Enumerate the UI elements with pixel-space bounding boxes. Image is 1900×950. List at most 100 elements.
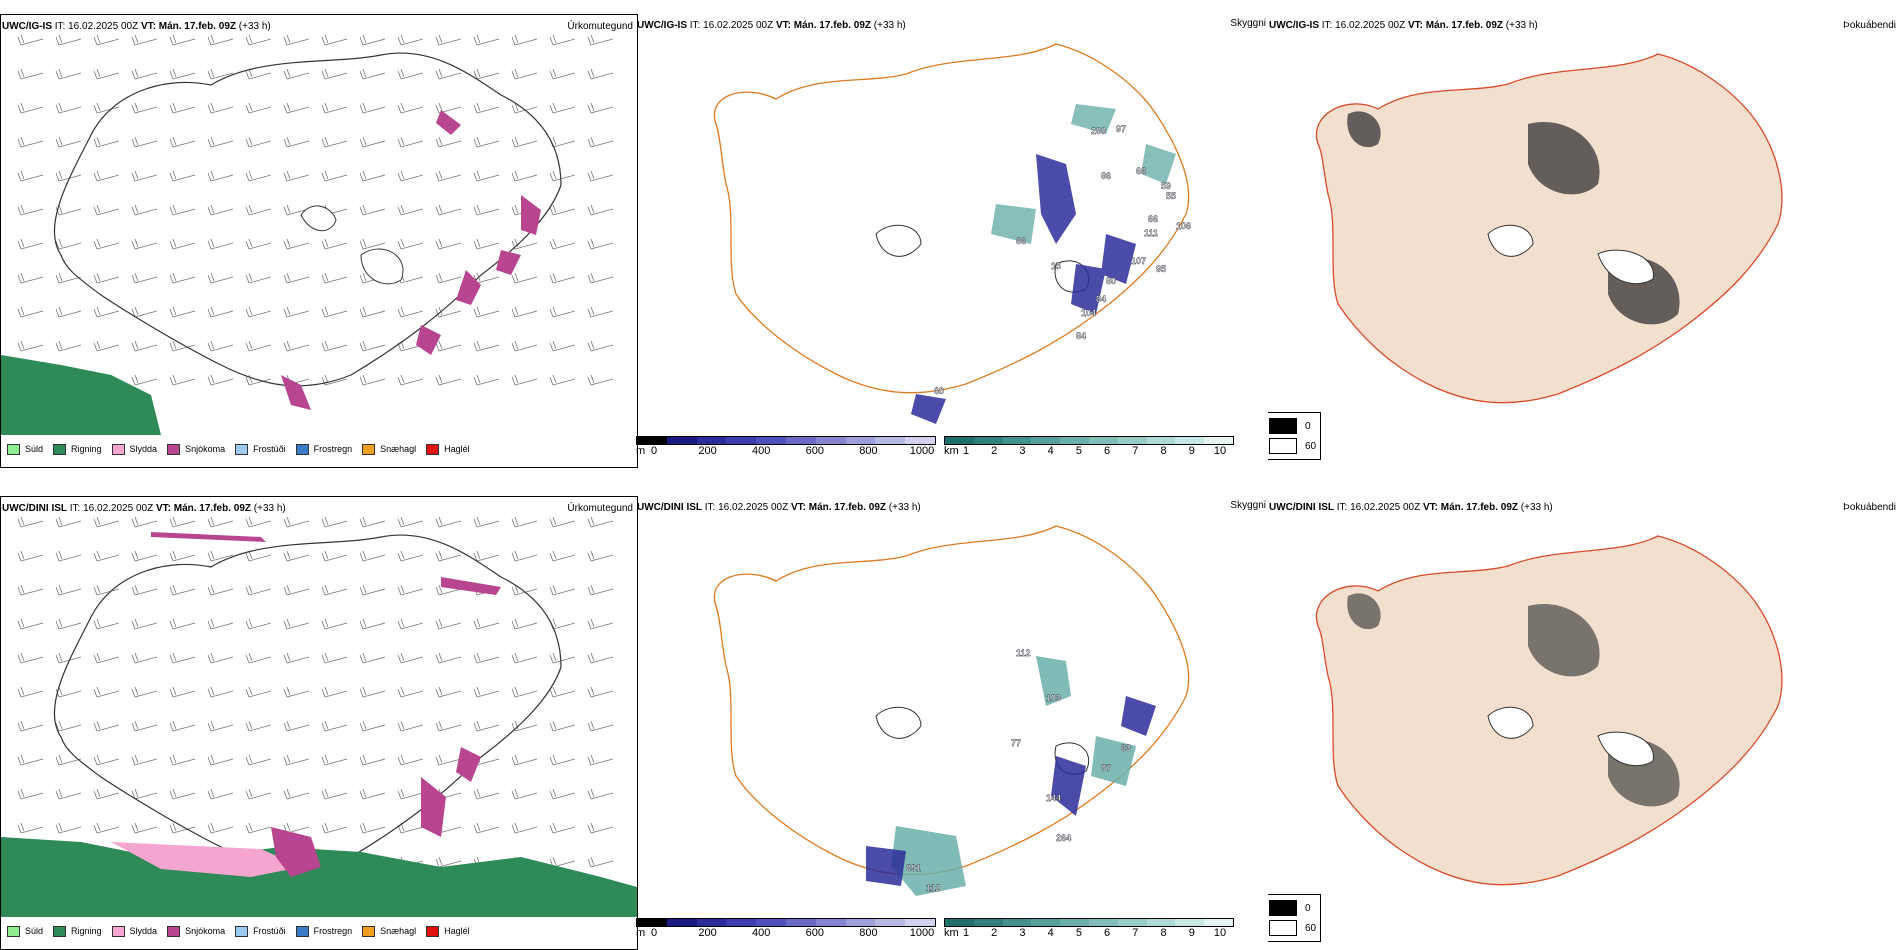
wind-barb <box>473 618 500 630</box>
wind-barb <box>169 686 196 698</box>
visibility-panel-top: UWC/IG-IS IT: 16.02.2025 00Z VT: Mán. 17… <box>636 14 1268 466</box>
wind-barb <box>131 516 158 528</box>
wind-barb <box>207 754 234 766</box>
wind-barb <box>55 822 82 834</box>
wind-barb <box>359 720 386 732</box>
wind-barb <box>169 34 196 46</box>
wind-barb <box>435 754 462 766</box>
wind-barb <box>245 102 272 114</box>
wind-barb <box>245 788 272 800</box>
wind-barb <box>587 238 614 250</box>
wind-barb <box>511 238 538 250</box>
wind-barb <box>321 170 348 182</box>
wind-barb <box>321 754 348 766</box>
wind-barb <box>17 34 44 46</box>
wind-barb <box>511 68 538 80</box>
wind-barb <box>473 340 500 352</box>
wind-barb <box>207 652 234 664</box>
wind-barb <box>169 272 196 284</box>
wind-barb <box>549 238 576 250</box>
wind-barb <box>435 516 462 528</box>
precip-map <box>1 34 614 435</box>
param-title: Þokuábendi <box>1843 502 1896 513</box>
wind-barb <box>549 788 576 800</box>
wind-barb <box>17 618 44 630</box>
wind-barb <box>93 340 120 352</box>
wind-barb <box>169 516 196 528</box>
colorbar-swatch <box>1117 437 1147 444</box>
colorbar-swatch <box>666 437 697 444</box>
legend-item-snaehagl: Snæhagl <box>362 925 416 937</box>
wind-barb <box>397 754 424 766</box>
wind-barb <box>587 788 614 800</box>
wind-barb <box>169 374 196 386</box>
wind-barb <box>549 754 576 766</box>
ceiling-value-label: 95 <box>1156 264 1166 274</box>
wind-barb <box>93 238 120 250</box>
wind-barb <box>55 516 82 528</box>
wind-barb <box>17 516 44 528</box>
wind-barb <box>321 238 348 250</box>
wind-barb <box>283 340 310 352</box>
wind-barb <box>55 102 82 114</box>
wind-barb <box>549 170 576 182</box>
wind-barb <box>55 68 82 80</box>
wind-barb <box>435 340 462 352</box>
legend-item-sudl: Súld <box>7 443 43 455</box>
wind-barb <box>17 754 44 766</box>
wind-barb <box>245 272 272 284</box>
wind-barb <box>321 306 348 318</box>
colorbar-swatch <box>1002 437 1032 444</box>
colorbar-tick: 6 <box>1104 927 1111 939</box>
fog-map <box>1315 53 1783 404</box>
wind-barb <box>283 34 310 46</box>
wind-barb <box>359 822 386 834</box>
colorbar-tick: 0 <box>650 445 658 457</box>
fog-legend: 0 60 <box>1268 412 1322 460</box>
colorbar-tick: 5 <box>1075 927 1082 939</box>
wind-barb <box>207 102 234 114</box>
wind-barb <box>245 170 272 182</box>
ceiling-value-label: 103 <box>1046 693 1061 703</box>
param-title: Skyggni <box>1230 500 1266 511</box>
wind-barb <box>359 754 386 766</box>
wind-barb <box>55 584 82 596</box>
wind-barb <box>435 170 462 182</box>
wind-barb <box>359 204 386 216</box>
wind-barb <box>245 652 272 664</box>
wind-barb <box>435 550 462 562</box>
wind-barb <box>511 170 538 182</box>
wind-barb <box>93 102 120 114</box>
colorbar-tick: 4 <box>1047 927 1054 939</box>
wind-barb <box>473 652 500 664</box>
wind-barb <box>207 34 234 46</box>
wind-barb <box>473 374 500 386</box>
wind-barb <box>359 340 386 352</box>
colorbar-swatch <box>726 437 757 444</box>
wind-barb <box>55 550 82 562</box>
wind-barb <box>397 652 424 664</box>
wind-barb <box>55 720 82 732</box>
wind-barb <box>93 822 120 834</box>
fog-legend: 0 60 <box>1268 894 1322 942</box>
wind-barb <box>169 136 196 148</box>
wind-barb <box>359 238 386 250</box>
wind-barb <box>511 34 538 46</box>
wind-barb <box>283 516 310 528</box>
wind-barb <box>55 754 82 766</box>
ceiling-value-label: 87 <box>1101 763 1111 773</box>
wind-barb <box>549 272 576 284</box>
wind-barb <box>549 822 576 834</box>
wind-barb <box>17 68 44 80</box>
ceiling-value-label: 106 <box>1176 221 1191 231</box>
colorbar-tick: 200 <box>698 445 717 457</box>
wind-barb <box>207 306 234 318</box>
wind-barb <box>17 584 44 596</box>
wind-barb <box>17 204 44 216</box>
wind-barb <box>245 584 272 596</box>
colorbar-swatch <box>1175 919 1205 926</box>
colorbar-swatch <box>815 437 846 444</box>
wind-barb <box>93 272 120 284</box>
wind-barb <box>435 204 462 216</box>
param-title: Úrkomutegund <box>567 503 633 514</box>
